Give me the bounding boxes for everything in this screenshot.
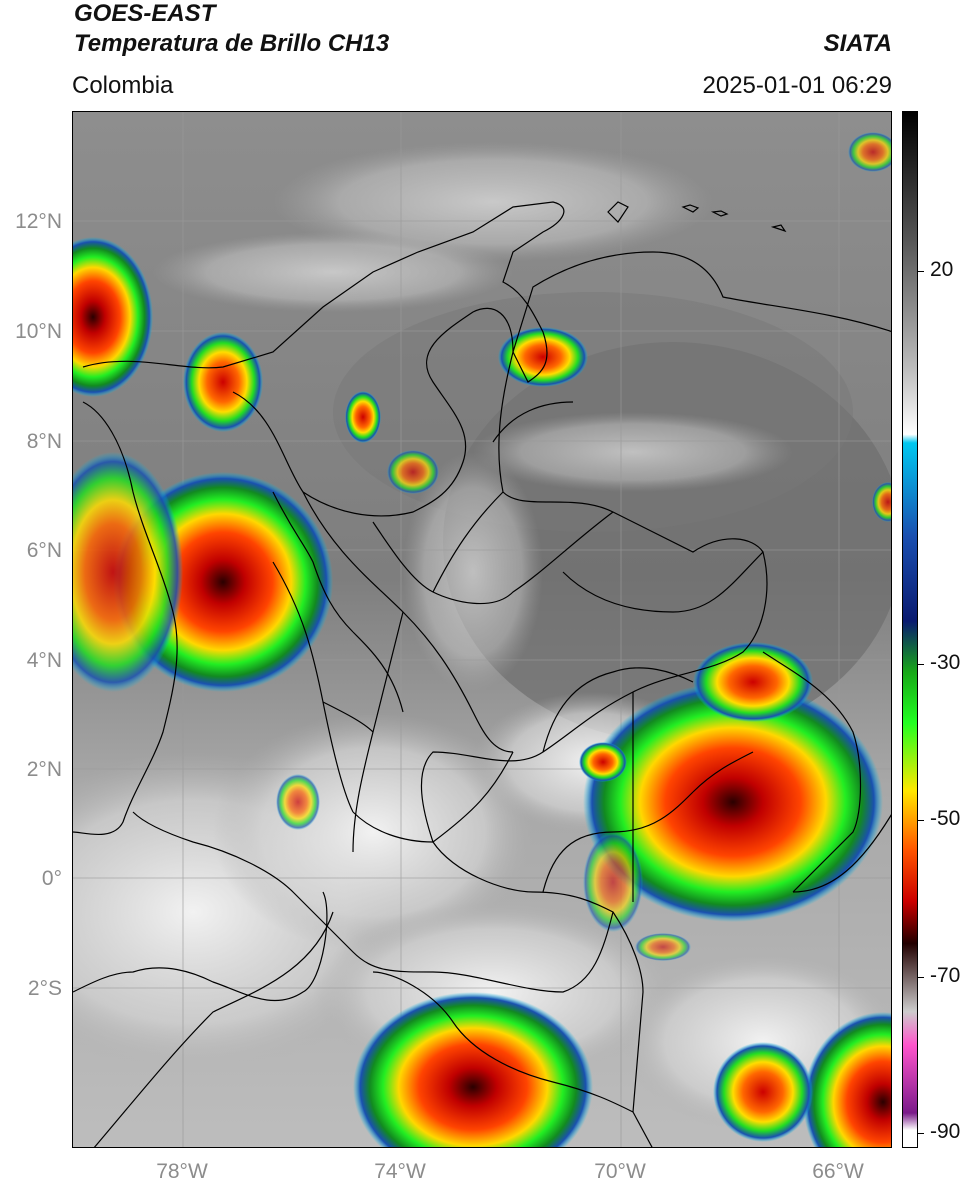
region-label: Colombia bbox=[72, 72, 174, 99]
product-subtitle: Temperatura de Brillo CH13 bbox=[74, 30, 390, 57]
agency-label: SIATA bbox=[823, 30, 892, 57]
map-canvas bbox=[73, 112, 891, 1147]
temperature-colorbar bbox=[902, 111, 918, 1148]
colorbar-label: 20 bbox=[930, 258, 954, 281]
datetime-label: 2025-01-01 06:29 bbox=[702, 72, 893, 99]
colorbar-label: -50 bbox=[930, 807, 961, 830]
lat-label: 6°N bbox=[26, 539, 62, 562]
lon-label: 70°W bbox=[594, 1160, 646, 1183]
lat-label: 10°N bbox=[15, 320, 62, 343]
colorbar-tick bbox=[918, 977, 924, 978]
lat-label: 4°N bbox=[26, 649, 62, 672]
colorbar-label: -30 bbox=[930, 651, 961, 674]
lon-label: 74°W bbox=[374, 1160, 426, 1183]
lat-label: 12°N bbox=[15, 210, 62, 233]
satellite-map[interactable] bbox=[72, 111, 892, 1148]
colorbar-tick bbox=[918, 1133, 924, 1134]
borders bbox=[73, 201, 891, 1147]
product-title: GOES-EAST bbox=[74, 0, 216, 27]
colorbar-tick bbox=[918, 271, 924, 272]
lat-label: 8°N bbox=[26, 430, 62, 453]
convective-cells bbox=[73, 132, 891, 1147]
colorbar-tick bbox=[918, 664, 924, 665]
colorbar-tick bbox=[918, 820, 924, 821]
lat-label: 2°S bbox=[27, 977, 62, 1000]
colorbar-label: -70 bbox=[930, 964, 961, 987]
lat-label: 0° bbox=[41, 867, 62, 890]
lat-label: 2°N bbox=[26, 758, 62, 781]
colorbar-label: -90 bbox=[930, 1120, 961, 1143]
lon-label: 78°W bbox=[156, 1160, 208, 1183]
lon-label: 66°W bbox=[812, 1160, 864, 1183]
